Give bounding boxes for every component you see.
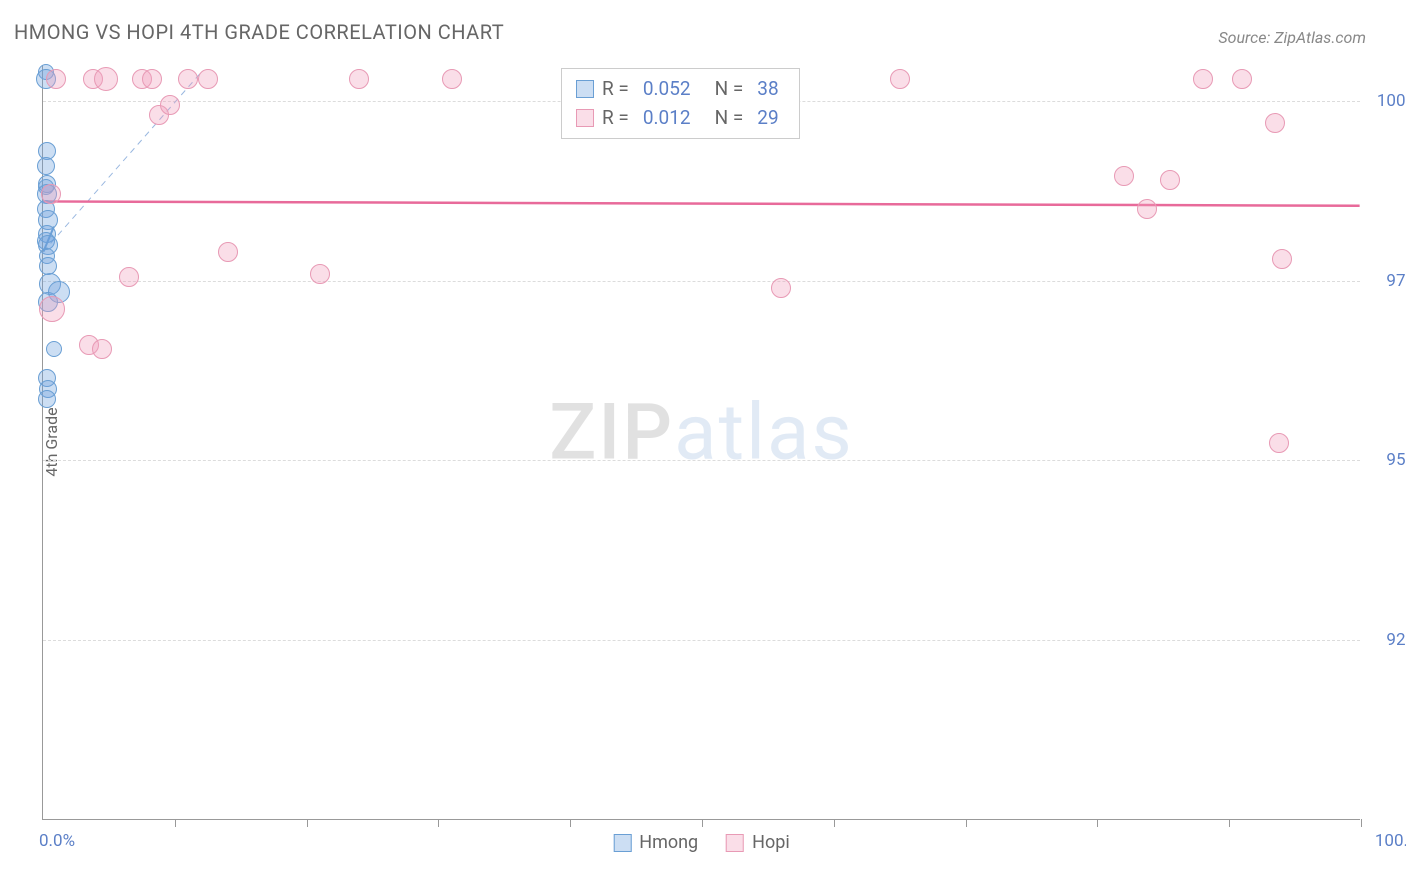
gridline [43, 460, 1360, 461]
hopi-point [94, 67, 118, 91]
x-tick [834, 819, 835, 827]
hopi-point [39, 296, 65, 322]
hopi-point [1137, 199, 1157, 219]
hmong-swatch [613, 834, 631, 852]
hmong-label: Hmong [639, 832, 698, 853]
watermark-zip: ZIP [549, 387, 674, 478]
legend-item-hmong: Hmong [613, 832, 698, 853]
x-tick [702, 819, 703, 827]
hopi-point [178, 69, 198, 89]
hopi-swatch [726, 834, 744, 852]
hopi-point [1193, 69, 1213, 89]
hmong-point [37, 157, 55, 175]
hopi-point [1232, 69, 1252, 89]
n-label: N = [715, 75, 744, 104]
hopi-swatch-icon [576, 109, 594, 127]
hopi-point [1160, 170, 1180, 190]
n-value: 38 [757, 75, 778, 104]
hopi-point [119, 267, 139, 287]
hopi-point [1272, 249, 1292, 269]
hopi-point [142, 69, 162, 89]
bottom-legend: Hmong Hopi [613, 832, 790, 853]
x-tick [966, 819, 967, 827]
y-tick-label: 100.0% [1377, 91, 1406, 111]
y-tick-label: 97.5% [1386, 271, 1406, 291]
x-tick [570, 819, 571, 827]
hopi-point [1265, 113, 1285, 133]
hopi-label: Hopi [752, 832, 790, 853]
hopi-point [771, 278, 791, 298]
hmong-point [46, 341, 62, 357]
n-value: 29 [757, 104, 778, 133]
hopi-point [310, 264, 330, 284]
hopi-point [46, 69, 66, 89]
n-label: N = [715, 104, 744, 133]
legend-item-hopi: Hopi [726, 832, 790, 853]
hopi-point [41, 184, 61, 204]
r-value: 0.052 [643, 75, 691, 104]
hopi-point [1114, 166, 1134, 186]
hopi-point [160, 95, 180, 115]
watermark-atlas: atlas [674, 387, 854, 478]
x-axis-min-label: 0.0% [39, 831, 75, 851]
stats-row-hmong: R = 0.052 N = 38 [576, 75, 785, 104]
r-value: 0.012 [643, 104, 691, 133]
gridline [43, 281, 1360, 282]
stats-legend: R = 0.052 N = 38 R = 0.012 N = 29 [561, 68, 800, 139]
hopi-point [218, 242, 238, 262]
hopi-point [442, 69, 462, 89]
y-axis-label: 4th Grade [42, 407, 61, 476]
source-label: Source: ZipAtlas.com [1218, 28, 1366, 47]
r-label: R = [602, 75, 629, 104]
hmong-point [38, 390, 56, 408]
y-tick-label: 95.0% [1386, 450, 1406, 470]
y-tick-label: 92.5% [1386, 630, 1406, 650]
stats-row-hopi: R = 0.012 N = 29 [576, 104, 785, 133]
x-tick [175, 819, 176, 827]
hopi-point [890, 69, 910, 89]
chart-title: HMONG VS HOPI 4TH GRADE CORRELATION CHAR… [14, 20, 504, 44]
x-tick [1361, 819, 1362, 827]
hopi-point [92, 339, 112, 359]
x-tick [1097, 819, 1098, 827]
x-tick [438, 819, 439, 827]
x-tick [307, 819, 308, 827]
hopi-point [349, 69, 369, 89]
watermark: ZIPatlas [549, 387, 854, 478]
hopi-point [198, 69, 218, 89]
x-axis-max-label: 100.0% [1375, 831, 1406, 851]
plot-area: ZIPatlas 4th Grade 100.0%97.5%95.0%92.5%… [42, 65, 1360, 820]
gridline [43, 640, 1360, 641]
r-label: R = [602, 104, 629, 133]
hopi-point [1269, 433, 1289, 453]
hmong-swatch-icon [576, 80, 594, 98]
x-tick [1229, 819, 1230, 827]
